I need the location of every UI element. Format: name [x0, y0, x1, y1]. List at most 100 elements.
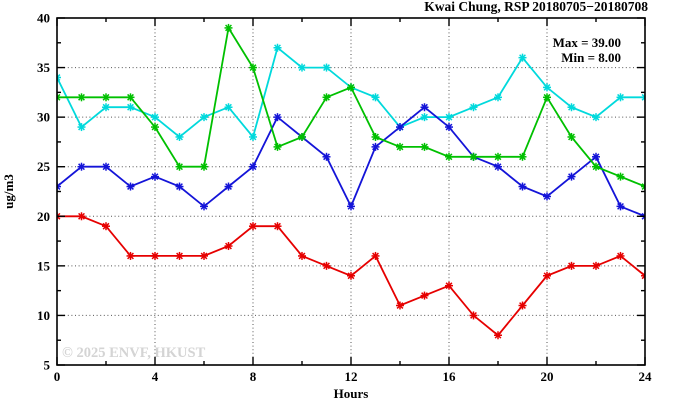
data-point-marker — [543, 93, 551, 101]
data-point-marker — [494, 331, 502, 339]
x-tick-label: 4 — [152, 369, 159, 384]
data-point-marker — [396, 123, 404, 131]
data-point-marker — [494, 163, 502, 171]
data-point-marker — [568, 173, 575, 181]
data-point-marker — [421, 103, 428, 111]
data-point-marker — [176, 252, 183, 260]
data-point-marker — [323, 262, 330, 270]
data-point-marker — [176, 163, 183, 171]
chart-title: Kwai Chung, RSP 20180705−20180708 — [424, 0, 648, 14]
data-point-marker — [347, 202, 355, 210]
data-point-marker — [372, 93, 379, 101]
y-tick-labels: 5 10 15 20 25 30 35 40 — [37, 11, 51, 373]
data-point-marker — [323, 64, 330, 72]
data-point-marker — [274, 44, 281, 52]
data-point-marker — [102, 103, 110, 111]
data-point-marker — [470, 153, 477, 161]
data-point-marker — [445, 282, 453, 290]
data-point-marker — [102, 163, 110, 171]
data-point-marker — [494, 153, 502, 161]
data-point-marker — [249, 222, 257, 230]
data-point-marker — [519, 153, 526, 161]
data-point-marker — [127, 93, 134, 101]
data-point-marker — [568, 262, 575, 270]
data-point-marker — [249, 163, 257, 171]
data-point-marker — [151, 252, 159, 260]
data-point-marker — [543, 193, 551, 200]
y-tick-label: 15 — [37, 258, 51, 273]
data-point-marker — [298, 252, 306, 260]
data-point-marker — [78, 123, 85, 131]
gridlines — [57, 18, 645, 365]
data-point-marker — [347, 272, 355, 280]
x-tick-label: 8 — [250, 369, 257, 384]
series-cyan-points — [56, 43, 646, 141]
data-point-marker — [421, 113, 428, 121]
data-point-marker — [200, 252, 208, 260]
x-tick-label: 24 — [639, 369, 653, 384]
data-point-marker — [78, 163, 85, 171]
data-point-marker — [200, 113, 208, 121]
x-tick-label: 0 — [54, 369, 61, 384]
data-point-marker — [617, 93, 624, 101]
data-point-marker — [78, 93, 85, 101]
data-point-marker — [176, 133, 183, 141]
data-point-marker — [445, 113, 453, 121]
data-point-marker — [323, 93, 330, 101]
data-point-marker — [568, 133, 575, 141]
data-point-marker — [151, 173, 159, 181]
y-tick-label: 10 — [37, 308, 50, 323]
data-point-marker — [617, 202, 624, 210]
data-point-marker — [200, 163, 208, 171]
x-axis-label: Hours — [334, 386, 369, 401]
data-point-marker — [298, 64, 306, 72]
data-point-marker — [568, 103, 575, 111]
y-tick-label: 30 — [37, 110, 50, 125]
data-point-marker — [102, 93, 110, 101]
x-tick-labels: 0 4 8 12 16 20 24 — [54, 369, 652, 384]
data-point-marker — [396, 143, 404, 151]
data-point-marker — [127, 183, 134, 190]
y-tick-label: 20 — [37, 209, 50, 224]
data-point-marker — [445, 153, 453, 161]
data-point-marker — [127, 252, 134, 260]
data-point-marker — [78, 212, 85, 220]
data-point-marker — [617, 252, 624, 260]
data-point-marker — [225, 103, 232, 111]
y-axis-label: ug/m3 — [1, 174, 16, 209]
y-tick-label: 25 — [37, 159, 51, 174]
x-tick-label: 12 — [345, 369, 358, 384]
data-point-marker — [102, 222, 110, 230]
series-cyan — [56, 43, 646, 141]
data-point-marker — [592, 163, 600, 171]
y-tick-label: 40 — [37, 11, 50, 26]
data-point-marker — [151, 113, 159, 121]
data-point-marker — [225, 242, 232, 250]
data-point-marker — [200, 202, 208, 210]
data-point-marker — [249, 64, 257, 72]
data-point-marker — [494, 93, 502, 101]
data-point-marker — [372, 252, 379, 260]
data-point-marker — [347, 83, 355, 91]
data-point-marker — [445, 123, 453, 131]
data-point-marker — [543, 83, 551, 91]
data-point-marker — [127, 103, 134, 111]
data-point-marker — [470, 103, 477, 111]
data-point-marker — [617, 173, 624, 181]
data-point-marker — [519, 54, 526, 62]
data-point-marker — [421, 143, 428, 151]
watermark: © 2025 ENVF, HKUST — [62, 345, 206, 361]
data-point-marker — [519, 302, 526, 309]
data-point-marker — [592, 113, 600, 121]
data-point-marker — [225, 183, 232, 190]
data-point-marker — [372, 133, 379, 141]
data-point-marker — [274, 143, 281, 151]
data-point-marker — [519, 183, 526, 190]
x-tick-label: 16 — [443, 369, 457, 384]
annotation-max: Max = 39.00 — [553, 35, 621, 50]
y-tick-label: 35 — [37, 60, 51, 75]
data-point-marker — [249, 133, 257, 141]
